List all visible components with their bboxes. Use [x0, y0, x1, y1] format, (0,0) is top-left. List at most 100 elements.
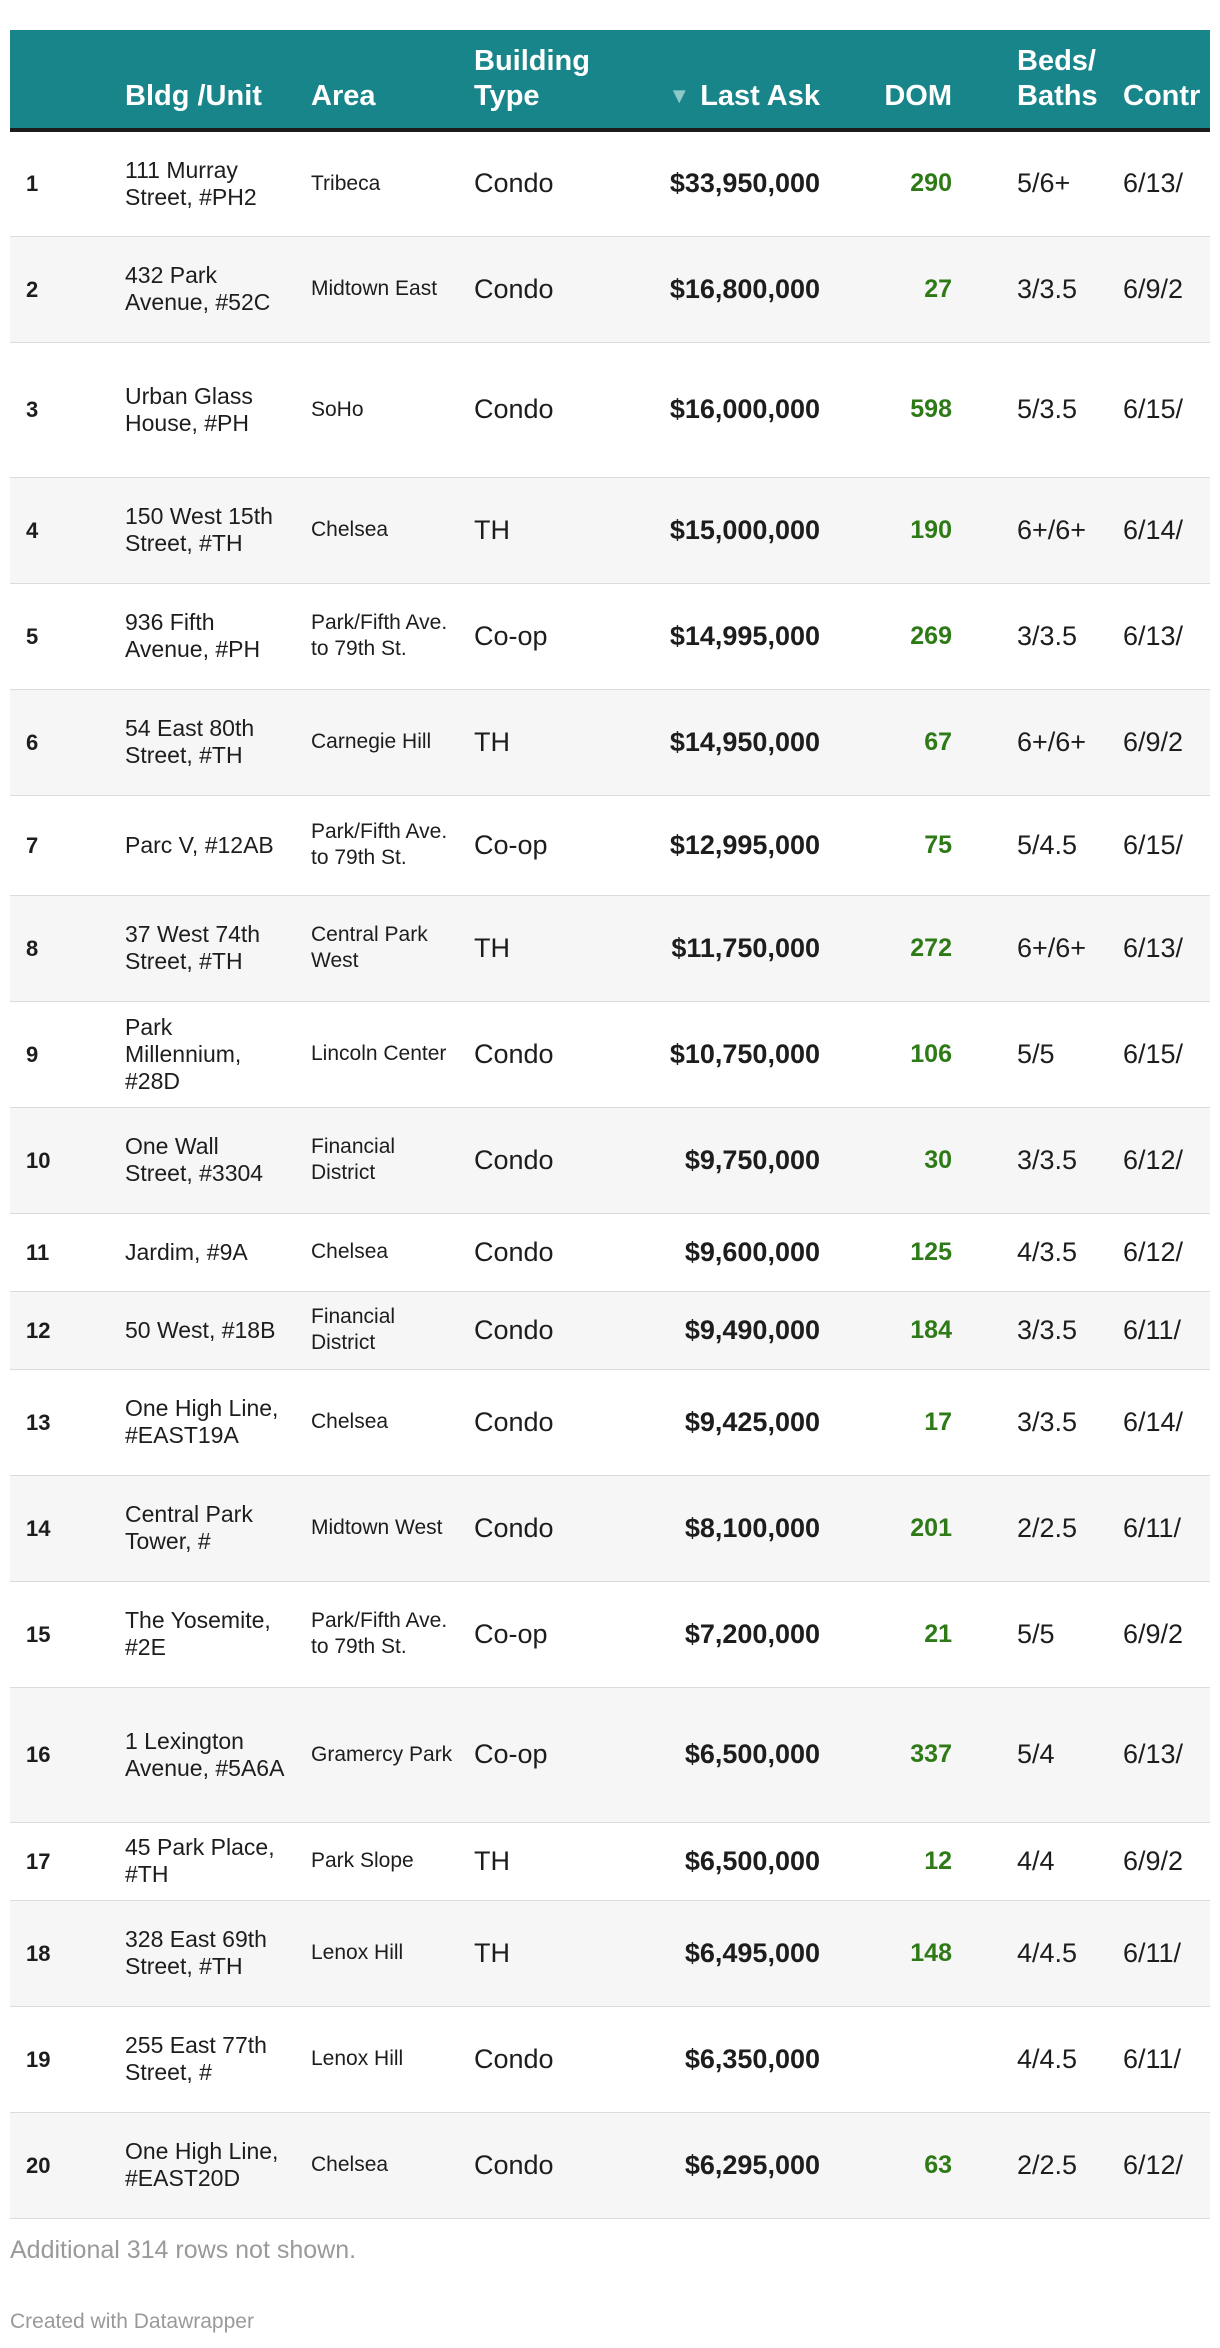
- table-row: 18 328 East 69th Street, #TH Lenox Hill TH $…: [10, 1900, 1210, 2007]
- cell-dom: 30: [820, 1107, 952, 1214]
- cell-last-ask: $11,750,000: [604, 895, 820, 1002]
- cell-beds-baths: 5/4.5: [952, 795, 1097, 896]
- cell-last-ask: $7,200,000: [604, 1581, 820, 1688]
- cell-dom: 106: [820, 1001, 952, 1108]
- cell-last-ask: $33,950,000: [604, 130, 820, 237]
- cell-building-unit: 432 Park Avenue, #52C: [105, 236, 291, 343]
- cell-dom: 63: [820, 2112, 952, 2219]
- cell-beds-baths: 3/3.5: [952, 1369, 1097, 1476]
- cell-building-type: Condo: [454, 1369, 604, 1476]
- cell-rank: 7: [10, 795, 105, 896]
- cell-rank: 9: [10, 1001, 105, 1108]
- cell-rank: 20: [10, 2112, 105, 2219]
- datawrapper-credit[interactable]: Created with Datawrapper: [10, 2310, 254, 2333]
- cell-building-type: Co-op: [454, 1581, 604, 1688]
- cell-contract-date: 6/13/: [1097, 1687, 1210, 1823]
- table-row: 7 Parc V, #12AB Park/Fifth Ave. to 79th St…: [10, 795, 1210, 896]
- column-header-area[interactable]: Area: [291, 30, 454, 132]
- table-row: 12 50 West, #18B Financial District Condo $9…: [10, 1291, 1210, 1370]
- cell-building-unit: 54 East 80th Street, #TH: [105, 689, 291, 796]
- cell-area: Park/Fifth Ave. to 79th St.: [291, 1581, 454, 1688]
- cell-contract-date: 6/11/: [1097, 2006, 1210, 2113]
- cell-building-type: Condo: [454, 1107, 604, 1214]
- cell-area: Central Park West: [291, 895, 454, 1002]
- cell-last-ask: $15,000,000: [604, 477, 820, 584]
- column-header-beds-baths[interactable]: Beds/ Baths: [952, 30, 1098, 132]
- cell-rank: 13: [10, 1369, 105, 1476]
- cell-dom: 272: [820, 895, 952, 1002]
- cell-contract-date: 6/9/2: [1097, 1581, 1210, 1688]
- column-header-contract-date[interactable]: Contr Date: [1097, 30, 1210, 132]
- cell-building-unit: Park Millennium, #28D: [105, 1001, 291, 1108]
- cell-building-type: Co-op: [454, 795, 604, 896]
- cell-dom: 184: [820, 1291, 952, 1370]
- cell-dom: 190: [820, 477, 952, 584]
- cell-building-unit: 255 East 77th Street, #: [105, 2006, 291, 2113]
- cell-building-unit: One Wall Street, #3304: [105, 1107, 291, 1214]
- column-header-dom[interactable]: DOM: [820, 30, 952, 132]
- cell-area: Chelsea: [291, 1369, 454, 1476]
- cell-dom: 12: [820, 1822, 952, 1901]
- cell-rank: 8: [10, 895, 105, 1002]
- cell-last-ask: $10,750,000: [604, 1001, 820, 1108]
- cell-area: Tribeca: [291, 130, 454, 237]
- cell-rank: 5: [10, 583, 105, 690]
- cell-beds-baths: 6+/6+: [952, 689, 1097, 796]
- cell-dom: 75: [820, 795, 952, 896]
- cell-beds-baths: 4/4.5: [952, 1900, 1097, 2007]
- cell-dom: 598: [820, 342, 952, 478]
- table-header-row: Bldg /Unit Area Building Type ▼ Last Ask …: [10, 30, 1210, 132]
- cell-building-type: Condo: [454, 2112, 604, 2219]
- cell-building-type: TH: [454, 477, 604, 584]
- cell-contract-date: 6/14/: [1097, 477, 1210, 584]
- cell-dom: 337: [820, 1687, 952, 1823]
- cell-beds-baths: 3/3.5: [952, 583, 1097, 690]
- cell-rank: 17: [10, 1822, 105, 1901]
- table-row: 10 One Wall Street, #3304 Financial Distri…: [10, 1107, 1210, 1214]
- cell-contract-date: 6/12/: [1097, 2112, 1210, 2219]
- cell-building-type: Co-op: [454, 1687, 604, 1823]
- cell-dom: 269: [820, 583, 952, 690]
- cell-contract-date: 6/15/: [1097, 795, 1210, 896]
- cell-contract-date: 6/15/: [1097, 342, 1210, 478]
- cell-contract-date: 6/15/: [1097, 1001, 1210, 1108]
- cell-building-unit: The Yosemite, #2E: [105, 1581, 291, 1688]
- cell-building-unit: Urban Glass House, #PH: [105, 342, 291, 478]
- cell-beds-baths: 2/2.5: [952, 2112, 1097, 2219]
- cell-area: Financial District: [291, 1291, 454, 1370]
- cell-area: Midtown East: [291, 236, 454, 343]
- cell-building-unit: 1 Lexington Avenue, #5A6A: [105, 1687, 291, 1823]
- table-row: 4 150 West 15th Street, #TH Chelsea TH $15,0…: [10, 477, 1210, 584]
- cell-rank: 10: [10, 1107, 105, 1214]
- cell-area: Park/Fifth Ave. to 79th St.: [291, 583, 454, 690]
- cell-dom: 21: [820, 1581, 952, 1688]
- cell-area: Midtown West: [291, 1475, 454, 1582]
- cell-last-ask: $9,490,000: [604, 1291, 820, 1370]
- cell-area: Lenox Hill: [291, 2006, 454, 2113]
- cell-building-type: Condo: [454, 1475, 604, 1582]
- cell-area: Carnegie Hill: [291, 689, 454, 796]
- table-row: 3 Urban Glass House, #PH SoHo Condo $16,000,…: [10, 342, 1210, 478]
- cell-last-ask: $14,950,000: [604, 689, 820, 796]
- cell-beds-baths: 5/5: [952, 1001, 1097, 1108]
- listings-table: Bldg /Unit Area Building Type ▼ Last Ask …: [10, 30, 1210, 2219]
- cell-building-unit: Central Park Tower, #: [105, 1475, 291, 1582]
- cell-contract-date: 6/13/: [1097, 130, 1210, 237]
- column-header-building-type[interactable]: Building Type: [454, 30, 604, 132]
- cell-building-unit: Parc V, #12AB: [105, 795, 291, 896]
- cell-dom: 148: [820, 1900, 952, 2007]
- cell-building-unit: 45 Park Place, #TH: [105, 1822, 291, 1901]
- cell-building-unit: 936 Fifth Avenue, #PH: [105, 583, 291, 690]
- cell-building-type: Condo: [454, 342, 604, 478]
- cell-rank: 4: [10, 477, 105, 584]
- cell-rank: 1: [10, 130, 105, 237]
- cell-area: Lincoln Center: [291, 1001, 454, 1108]
- cell-building-type: TH: [454, 1822, 604, 1901]
- cell-building-type: TH: [454, 895, 604, 1002]
- listings-table-container: Bldg /Unit Area Building Type ▼ Last Ask …: [10, 30, 1210, 2219]
- column-header-last-ask[interactable]: ▼ Last Ask: [604, 30, 820, 132]
- cell-building-unit: 328 East 69th Street, #TH: [105, 1900, 291, 2007]
- column-header-rank: [10, 30, 105, 132]
- cell-last-ask: $9,750,000: [604, 1107, 820, 1214]
- column-header-unit[interactable]: Bldg /Unit: [105, 30, 291, 132]
